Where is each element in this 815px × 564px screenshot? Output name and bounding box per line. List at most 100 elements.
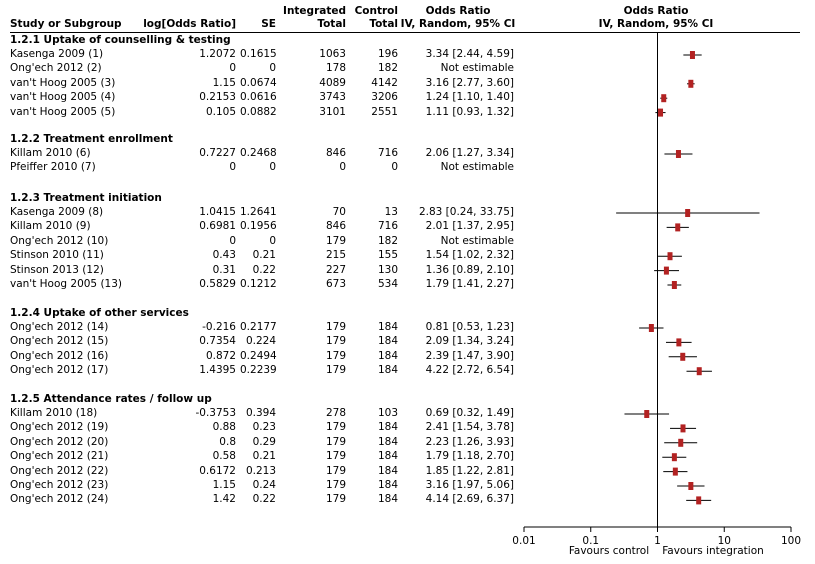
header-plot-sub: IV, Random, 95% CI — [598, 18, 714, 30]
point-estimate-marker — [658, 108, 664, 117]
control-total-value: 103 — [377, 407, 398, 419]
se-value: 0.394 — [245, 407, 276, 419]
log-or-value: 1.2072 — [199, 48, 236, 60]
se-value: 0.1212 — [240, 278, 277, 290]
header-or-sub: IV, Random, 95% CI — [400, 18, 516, 30]
integrated-total-value: 179 — [325, 321, 346, 333]
study-name: Killam 2010 (18) — [10, 407, 98, 419]
control-total-value: 0 — [391, 161, 398, 174]
control-total-value: 184 — [377, 321, 398, 333]
control-total-value: 155 — [377, 249, 398, 262]
or-ci-value: 2.83 [0.24, 33.75] — [418, 206, 514, 218]
integrated-total-value: 179 — [325, 335, 346, 348]
log-or-value: 0.31 — [212, 263, 236, 276]
or-ci-value: 2.09 [1.34, 3.24] — [425, 335, 514, 348]
integrated-total-value: 0 — [339, 161, 346, 174]
or-ci-value: 1.54 [1.02, 2.32] — [425, 249, 514, 262]
study-name: Kasenga 2009 (8) — [10, 206, 104, 218]
point-estimate-marker — [644, 410, 650, 418]
log-or-value: -0.216 — [202, 321, 236, 333]
control-total-value: 716 — [377, 147, 398, 159]
se-value: 0.21 — [252, 450, 276, 463]
or-ci-value: 4.22 [2.72, 6.54] — [425, 364, 514, 377]
or-ci-value: 2.41 [1.54, 3.78] — [425, 421, 514, 434]
header-plot: Odds Ratio — [623, 5, 689, 17]
log-or-value: 1.15 — [212, 76, 236, 89]
subgroup-title: 1.2.1 Uptake of counselling & testing — [10, 34, 231, 46]
control-total-value: 184 — [377, 464, 398, 477]
integrated-total-value: 215 — [325, 249, 346, 262]
or-ci-value: 1.79 [1.18, 2.70] — [425, 450, 514, 463]
se-value: 0.213 — [245, 464, 276, 477]
point-estimate-marker — [689, 51, 695, 59]
or-ci-value: 2.39 [1.47, 3.90] — [425, 349, 514, 362]
study-name: Killam 2010 (9) — [10, 220, 91, 233]
log-or-value: 0.6981 — [199, 220, 236, 233]
se-value: 0.24 — [252, 479, 276, 491]
or-ci-value: 3.34 [2.44, 4.59] — [425, 48, 514, 60]
log-or-value: 0.88 — [212, 421, 236, 434]
or-ci-value: 2.01 [1.37, 2.95] — [425, 220, 514, 233]
header-divider — [10, 32, 800, 33]
study-name: Pfeiffer 2010 (7) — [10, 161, 96, 174]
se-value: 0.21 — [252, 249, 276, 262]
control-total-value: 716 — [377, 220, 398, 233]
log-or-value: 1.42 — [212, 493, 236, 506]
study-name: Ong'ech 2012 (2) — [10, 62, 102, 75]
control-total-value: 3206 — [371, 91, 398, 104]
control-total-value: 184 — [377, 493, 398, 506]
integrated-total-value: 179 — [325, 450, 346, 463]
study-name: Ong'ech 2012 (21) — [10, 450, 109, 463]
point-estimate-marker — [688, 482, 694, 490]
study-name: Ong'ech 2012 (19) — [10, 421, 109, 434]
or-ci-value: 1.36 [0.89, 2.10] — [425, 263, 514, 276]
study-name: Ong'ech 2012 (24) — [10, 493, 109, 506]
integrated-total-value: 179 — [325, 479, 346, 491]
or-ci-value: 3.16 [1.97, 5.06] — [425, 479, 514, 491]
integrated-total-value: 846 — [325, 147, 346, 159]
se-value: 0.2494 — [240, 349, 277, 362]
log-or-value: 0 — [229, 62, 236, 75]
subgroup-title: 1.2.5 Attendance rates / follow up — [10, 393, 212, 405]
study-name: Stinson 2010 (11) — [10, 249, 104, 262]
study-name: Ong'ech 2012 (16) — [10, 349, 109, 362]
log-or-value: 0 — [229, 234, 236, 247]
or-ci-value: 0.81 [0.53, 1.23] — [425, 321, 514, 333]
header-se: SE — [261, 18, 276, 30]
se-value: 0.2177 — [240, 321, 277, 333]
point-estimate-marker — [663, 266, 669, 275]
point-estimate-marker — [675, 223, 681, 232]
integrated-total-value: 179 — [325, 364, 346, 377]
log-or-value: 0.43 — [212, 249, 236, 262]
study-name: Stinson 2013 (12) — [10, 263, 104, 276]
log-or-value: 0.2153 — [199, 91, 236, 104]
study-name: Ong'ech 2012 (15) — [10, 335, 109, 348]
or-ci-value: 1.79 [1.41, 2.27] — [425, 278, 514, 290]
integrated-total-value: 179 — [325, 493, 346, 506]
se-value: 0.1615 — [240, 48, 277, 60]
point-estimate-marker — [680, 352, 686, 361]
se-value: 0.0882 — [240, 105, 277, 118]
integrated-total-value: 673 — [325, 278, 346, 290]
subgroup-title: 1.2.4 Uptake of other services — [10, 307, 189, 319]
header-control-total: Total — [369, 18, 398, 30]
favours-control-label: Favours control — [568, 545, 650, 557]
se-value: 0.29 — [252, 435, 276, 448]
control-total-value: 534 — [377, 278, 398, 290]
control-total-value: 184 — [377, 335, 398, 348]
or-ci-value: 1.24 [1.10, 1.40] — [425, 91, 514, 104]
or-ci-value: Not estimable — [440, 234, 514, 247]
se-value: 1.2641 — [240, 206, 277, 218]
control-total-value: 184 — [377, 364, 398, 377]
log-or-value: 0.6172 — [199, 464, 236, 477]
header-integrated-total: Total — [317, 18, 346, 30]
header-log-or: log[Odds Ratio] — [143, 18, 236, 30]
control-total-value: 13 — [384, 206, 398, 218]
or-ci-value: Not estimable — [440, 62, 514, 75]
se-value: 0.0674 — [240, 76, 277, 89]
point-estimate-marker — [685, 209, 691, 217]
subgroup-title: 1.2.3 Treatment initiation — [10, 192, 162, 204]
point-estimate-marker — [648, 324, 654, 332]
or-ci-value: 4.14 [2.69, 6.37] — [425, 493, 514, 506]
control-total-value: 184 — [377, 450, 398, 463]
